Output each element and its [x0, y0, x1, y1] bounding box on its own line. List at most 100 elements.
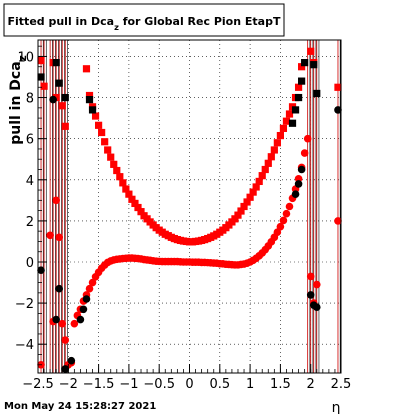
- data-point-square: [61, 122, 69, 130]
- x-tick-label: −2: [59, 377, 78, 392]
- data-point-circle: [79, 305, 88, 314]
- x-tick-label: 1.5: [270, 377, 291, 392]
- data-point-square: [313, 89, 321, 98]
- data-point-circle: [85, 284, 94, 293]
- data-point-circle: [285, 202, 294, 211]
- data-point-square: [252, 183, 260, 191]
- data-point-circle: [334, 106, 342, 114]
- data-point-circle: [291, 190, 300, 198]
- data-point-circle: [52, 196, 60, 205]
- data-point-square: [270, 146, 278, 154]
- data-point-square: [40, 82, 48, 90]
- y-tick-label: 4: [26, 174, 34, 189]
- y-axis-label: pull in Dcaz: [8, 55, 29, 145]
- data-point-circle: [46, 231, 54, 240]
- data-point-square: [88, 106, 97, 114]
- x-tick-label: 1: [246, 377, 254, 392]
- data-point-square: [291, 106, 300, 114]
- data-markers: [37, 47, 342, 373]
- data-point-square: [125, 190, 133, 198]
- data-point-square: [301, 59, 309, 67]
- data-point-square: [82, 65, 91, 73]
- data-point-circle: [55, 284, 64, 293]
- data-point-square: [122, 185, 130, 193]
- data-point-square: [137, 208, 145, 216]
- data-point-square: [234, 211, 242, 219]
- data-point-circle: [58, 319, 67, 328]
- data-point-square: [298, 77, 306, 85]
- data-point-square: [240, 202, 248, 211]
- data-point-circle: [82, 295, 91, 303]
- data-point-circle: [61, 365, 70, 373]
- data-point-square: [98, 128, 106, 137]
- data-point-circle: [67, 356, 76, 365]
- data-point-square: [249, 188, 257, 196]
- data-point-square: [85, 96, 94, 104]
- data-point-circle: [276, 222, 285, 231]
- data-point-square: [261, 165, 269, 174]
- data-point-square: [116, 173, 124, 181]
- data-point-square: [264, 159, 272, 167]
- data-point-circle: [279, 216, 288, 225]
- data-point-square: [276, 131, 284, 140]
- data-point-square: [334, 83, 342, 91]
- data-point-square: [282, 117, 291, 125]
- data-point-circle: [312, 303, 321, 312]
- data-point-circle: [76, 315, 85, 324]
- grid: [38, 40, 341, 373]
- data-point-square: [52, 59, 60, 67]
- data-point-square: [55, 79, 63, 87]
- data-point-square: [85, 91, 94, 100]
- data-point-square: [131, 199, 139, 208]
- data-point-circle: [49, 95, 57, 104]
- x-axis-label: η: [332, 400, 341, 414]
- data-point-square: [246, 193, 254, 201]
- data-point-square: [110, 160, 118, 168]
- y-tick-label: 10: [17, 50, 34, 65]
- data-point-circle: [70, 319, 79, 328]
- data-point-circle: [297, 165, 306, 174]
- data-point-square: [95, 121, 103, 129]
- data-point-square: [258, 172, 266, 180]
- data-point-square: [298, 63, 306, 71]
- data-point-square: [267, 153, 275, 161]
- data-point-square: [307, 47, 315, 55]
- data-point-square: [134, 203, 142, 212]
- data-point-circle: [312, 280, 321, 289]
- data-point-circle: [306, 272, 315, 281]
- data-point-circle: [61, 336, 70, 344]
- x-tick-label: −1: [119, 377, 138, 392]
- axes: −2.5 −2 −1.5 −1 −0.5 0 0.5 1 1.5 2 2.5 −4 −2 0 2 4 6 8 10: [15, 45, 352, 392]
- data-point-circle: [282, 209, 291, 218]
- x-tick-label: 0: [185, 377, 193, 392]
- data-point-square: [243, 198, 251, 206]
- chart-title: Fitted pull in Dcaz for Global Rec Pion …: [8, 15, 281, 32]
- data-point-circle: [273, 228, 282, 236]
- y-tick-label: 2: [26, 215, 34, 230]
- data-point-square: [91, 112, 100, 120]
- data-point-circle: [306, 291, 315, 299]
- data-point-square: [294, 83, 303, 91]
- data-point-square: [113, 166, 121, 175]
- data-point-square: [255, 177, 263, 186]
- data-point-square: [231, 215, 239, 223]
- x-tick-label: 2.5: [331, 377, 352, 392]
- data-point-square: [61, 93, 69, 102]
- x-tick-label: 0.5: [209, 377, 230, 392]
- data-point-circle: [334, 217, 342, 225]
- data-point-square: [128, 195, 136, 203]
- data-point-square: [310, 61, 318, 69]
- x-tick-label: −2.5: [22, 377, 54, 392]
- y-tick-label: 8: [26, 92, 34, 107]
- data-point-square: [104, 146, 112, 154]
- data-point-square: [107, 153, 115, 161]
- data-point-square: [294, 93, 303, 102]
- data-point-circle: [294, 180, 303, 188]
- y-tick-label: 6: [26, 133, 34, 148]
- data-point-square: [273, 139, 281, 147]
- y-tick-label: 0: [26, 256, 34, 271]
- data-point-square: [237, 207, 245, 215]
